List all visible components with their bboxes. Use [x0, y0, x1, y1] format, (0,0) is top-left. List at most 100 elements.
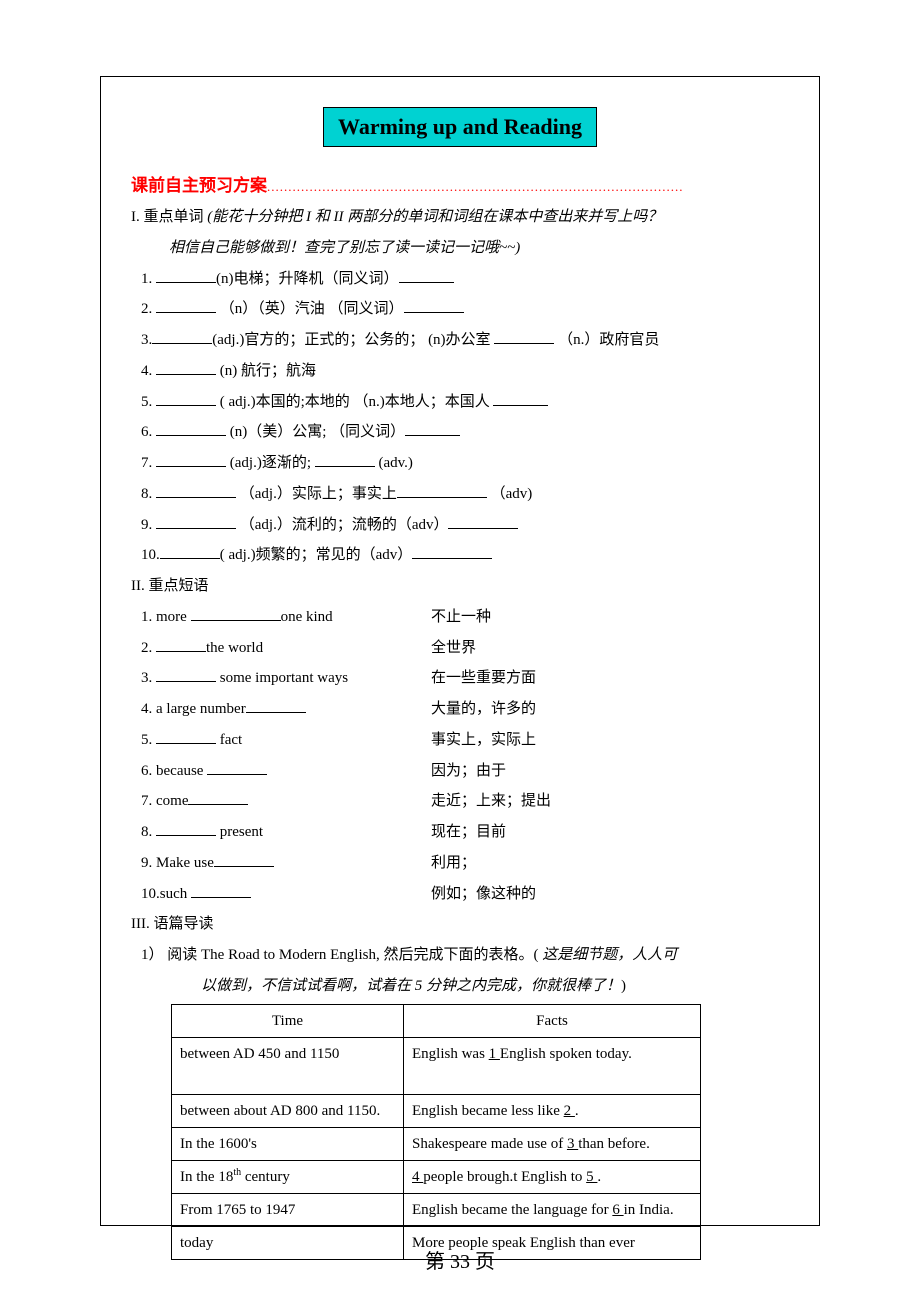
- phrase-right: 全世界: [431, 633, 789, 664]
- cell-time: between AD 450 and 1150: [172, 1037, 404, 1094]
- vocab-item-5: 5. ( adj.)本国的;本地的 （n.)本地人；本国人: [131, 387, 789, 418]
- blank[interactable]: [156, 666, 216, 682]
- phrase-right: 在一些重要方面: [431, 663, 789, 694]
- cell-time: between about AD 800 and 1150.: [172, 1094, 404, 1127]
- blank[interactable]: [188, 789, 248, 805]
- section-1-title-line: I. 重点单词 (能花十分钟把 I 和 II 两部分的单词和词组在课本中查出来并…: [131, 202, 789, 233]
- blank[interactable]: [404, 297, 464, 313]
- phrase-row: 10.such 例如；像这种的: [141, 879, 789, 910]
- table-header-row: Time Facts: [172, 1004, 701, 1037]
- phrase-left: 7. come: [141, 786, 431, 817]
- blank[interactable]: [156, 482, 236, 498]
- section-2-title: II. 重点短语: [131, 571, 789, 602]
- blank[interactable]: [156, 636, 206, 652]
- phrase-right: 事实上，实际上: [431, 725, 789, 756]
- blank[interactable]: [448, 513, 518, 529]
- col-time: Time: [172, 1004, 404, 1037]
- cell-time: In the 18th century: [172, 1160, 404, 1193]
- phrase-left: 4. a large number: [141, 694, 431, 725]
- phrase-left: 5. fact: [141, 725, 431, 756]
- table-row: between about AD 800 and 1150.English be…: [172, 1094, 701, 1127]
- phrase-left: 8. present: [141, 817, 431, 848]
- cell-fact: English was 1 English spoken today.: [404, 1037, 701, 1094]
- cell-fact: English became the language for 6 in Ind…: [404, 1193, 701, 1226]
- blank[interactable]: [405, 420, 460, 436]
- blank[interactable]: [207, 759, 267, 775]
- vocab-item-4: 4. (n) 航行；航海: [131, 356, 789, 387]
- phrase-right: 不止一种: [431, 602, 789, 633]
- vocab-item-1: 1. (n)电梯；升降机（同义词）: [131, 264, 789, 295]
- phrase-right: 走近；上来；提出: [431, 786, 789, 817]
- phrase-right: 例如；像这种的: [431, 879, 789, 910]
- phrase-row: 8. present现在；目前: [141, 817, 789, 848]
- blank[interactable]: [191, 882, 251, 898]
- cell-time: From 1765 to 1947: [172, 1193, 404, 1226]
- vocab-item-3: 3.(adj.)官方的；正式的；公务的； (n)办公室 （n.）政府官员: [131, 325, 789, 356]
- cell-time: In the 1600's: [172, 1127, 404, 1160]
- table-row: between AD 450 and 1150 English was 1 En…: [172, 1037, 701, 1094]
- blank[interactable]: [399, 267, 454, 283]
- blank[interactable]: [156, 390, 216, 406]
- col-facts: Facts: [404, 1004, 701, 1037]
- content-frame: Warming up and Reading 课前自主预习方案.........…: [100, 76, 820, 1226]
- table-row: From 1765 to 1947English became the lang…: [172, 1193, 701, 1226]
- phrase-right: 利用；: [431, 848, 789, 879]
- blank[interactable]: [493, 390, 548, 406]
- phrase-left: 6. because: [141, 756, 431, 787]
- table-row: In the 1600'sShakespeare made use of 3 t…: [172, 1127, 701, 1160]
- blank[interactable]: [246, 697, 306, 713]
- blank[interactable]: [156, 513, 236, 529]
- blank[interactable]: [156, 359, 216, 375]
- blank[interactable]: [156, 267, 216, 283]
- phrase-left: 9. Make use: [141, 848, 431, 879]
- blank[interactable]: [156, 420, 226, 436]
- blank[interactable]: [191, 605, 281, 621]
- blank[interactable]: [315, 451, 375, 467]
- vocab-item-8: 8. （adj.）实际上；事实上 （adv): [131, 479, 789, 510]
- blank[interactable]: [156, 820, 216, 836]
- blank[interactable]: [156, 297, 216, 313]
- vocab-item-10: 10.( adj.)频繁的；常见的（adv）: [131, 540, 789, 571]
- facts-table: Time Facts between AD 450 and 1150 Engli…: [171, 1004, 701, 1260]
- section-3-intro-line1: 1） 阅读 The Road to Modern English, 然后完成下面…: [131, 940, 789, 971]
- preview-heading-line: 课前自主预习方案................................…: [131, 171, 789, 196]
- phrase-left: 3. some important ways: [141, 663, 431, 694]
- blank[interactable]: [156, 451, 226, 467]
- section-3-intro-line2: 以做到，不信试试看啊，试着在 5 分钟之内完成，你就很棒了！): [131, 971, 789, 1002]
- phrase-left: 2. the world: [141, 633, 431, 664]
- banner-title: Warming up and Reading: [323, 107, 597, 147]
- phrase-row: 1. more one kind不止一种: [141, 602, 789, 633]
- phrase-right: 大量的，许多的: [431, 694, 789, 725]
- blank[interactable]: [160, 543, 220, 559]
- vocab-item-6: 6. (n)（美）公寓; （同义词）: [131, 417, 789, 448]
- phrase-row: 6. because 因为；由于: [141, 756, 789, 787]
- phrase-row: 4. a large number大量的，许多的: [141, 694, 789, 725]
- phrase-row: 9. Make use利用；: [141, 848, 789, 879]
- phrase-row: 2. the world全世界: [141, 633, 789, 664]
- vocab-item-7: 7. (adj.)逐渐的; (adv.): [131, 448, 789, 479]
- vocab-item-9: 9. （adj.）流利的；流畅的（adv）: [131, 510, 789, 541]
- section-1-title: I. 重点单词: [131, 209, 204, 225]
- blank[interactable]: [214, 851, 274, 867]
- blank[interactable]: [412, 543, 492, 559]
- table-row: In the 18th century 4 people brough.t En…: [172, 1160, 701, 1193]
- cell-fact: 4 people brough.t English to 5 .: [404, 1160, 701, 1193]
- blank[interactable]: [152, 328, 212, 344]
- section-3-title: III. 语篇导读: [131, 909, 789, 940]
- page-number: 第 33 页: [0, 1245, 920, 1274]
- blank[interactable]: [397, 482, 487, 498]
- vocab-item-2: 2. （n）（英）汽油 （同义词）: [131, 294, 789, 325]
- phrase-row: 3. some important ways在一些重要方面: [141, 663, 789, 694]
- phrase-row: 7. come走近；上来；提出: [141, 786, 789, 817]
- page: Warming up and Reading 课前自主预习方案.........…: [0, 0, 920, 1302]
- section-2: II. 重点短语 1. more one kind不止一种2. the worl…: [131, 571, 789, 909]
- phrase-list: 1. more one kind不止一种2. the world全世界3. so…: [131, 602, 789, 910]
- blank[interactable]: [494, 328, 554, 344]
- phrase-right: 因为；由于: [431, 756, 789, 787]
- phrase-right: 现在；目前: [431, 817, 789, 848]
- section-1-hint-2: 相信自己能够做到！查完了别忘了读一读记一记哦~~): [131, 233, 789, 264]
- blank[interactable]: [156, 728, 216, 744]
- section-1: I. 重点单词 (能花十分钟把 I 和 II 两部分的单词和词组在课本中查出来并…: [131, 202, 789, 571]
- section-1-hint-1: (能花十分钟把 I 和 II 两部分的单词和词组在课本中查出来并写上吗？: [207, 209, 662, 225]
- preview-heading: 课前自主预习方案: [131, 171, 267, 196]
